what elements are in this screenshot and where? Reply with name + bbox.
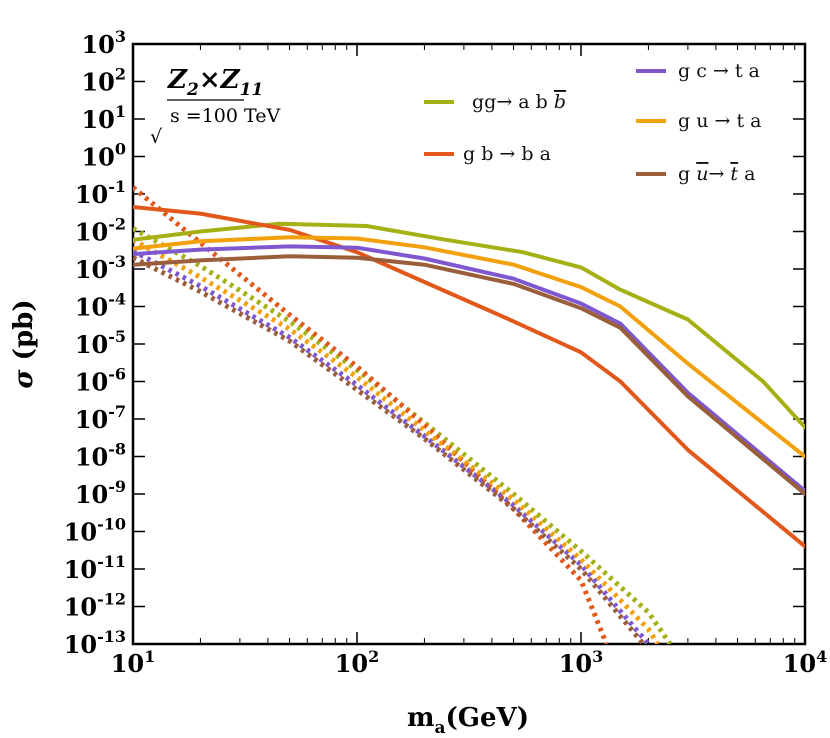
series-layer <box>133 185 805 644</box>
x-axis-title: ma(GeV) <box>407 703 529 738</box>
legend-label: g b → b a <box>463 143 551 165</box>
y-tick-label: 10-13 <box>64 627 126 659</box>
plot-frame <box>131 42 807 646</box>
legend-label: gg→ a b b <box>472 91 566 113</box>
y-tick-label: 100 <box>81 140 126 172</box>
axis-tick-labels: 101 102 103 104 103 102 101 100 10-1 10-2 10-3 10-4… <box>64 27 828 678</box>
model-label: Z2×Z11 <box>167 65 263 100</box>
energy-label: √ s =100 TeV <box>150 99 280 148</box>
sqrt-symbol: √ <box>150 126 163 148</box>
y-axis-title: σ (pb) <box>9 299 39 388</box>
legend: gg→ a b b g b → b a g c → t a g u → t a g u→… <box>424 60 761 185</box>
y-tick-label: 10-1 <box>75 177 126 209</box>
y-tick-label: 103 <box>81 27 126 59</box>
y-tick-label: 10-11 <box>64 552 126 584</box>
y-tick-label: 10-7 <box>75 402 126 434</box>
x-tick-label: 101 <box>111 647 156 678</box>
y-tick-label: 10-6 <box>75 365 126 397</box>
series-solid-line <box>133 235 805 459</box>
axis-ticks <box>132 43 806 645</box>
series-solid-line <box>133 254 805 496</box>
y-tick-label: 10-5 <box>75 327 126 359</box>
legend-label: g c → t a <box>678 60 760 82</box>
series-solid-line <box>133 205 805 549</box>
y-tick-label: 10-2 <box>75 215 126 247</box>
y-tick-label: 10-4 <box>75 290 126 322</box>
y-tick-label: 102 <box>81 65 126 97</box>
x-tick-label: 103 <box>559 647 604 678</box>
y-tick-label: 10-8 <box>75 440 126 472</box>
y-tick-label: 10-3 <box>75 252 126 284</box>
x-tick-label: 104 <box>783 647 828 678</box>
series-dotted-line <box>133 226 673 644</box>
legend-label: g u → t a <box>678 110 761 132</box>
y-tick-label: 10-12 <box>64 590 126 622</box>
series-dotted-line <box>133 185 609 644</box>
y-tick-label: 10-9 <box>75 477 126 509</box>
series-dotted-line <box>133 237 660 644</box>
series-solid-line <box>133 221 805 430</box>
legend-label: g u→ t a <box>678 163 755 185</box>
x-tick-label: 102 <box>335 647 380 678</box>
energy-text: s =100 TeV <box>170 105 280 127</box>
y-tick-label: 10-10 <box>64 515 126 547</box>
series-solid-line <box>133 244 805 493</box>
y-tick-label: 101 <box>81 102 126 134</box>
